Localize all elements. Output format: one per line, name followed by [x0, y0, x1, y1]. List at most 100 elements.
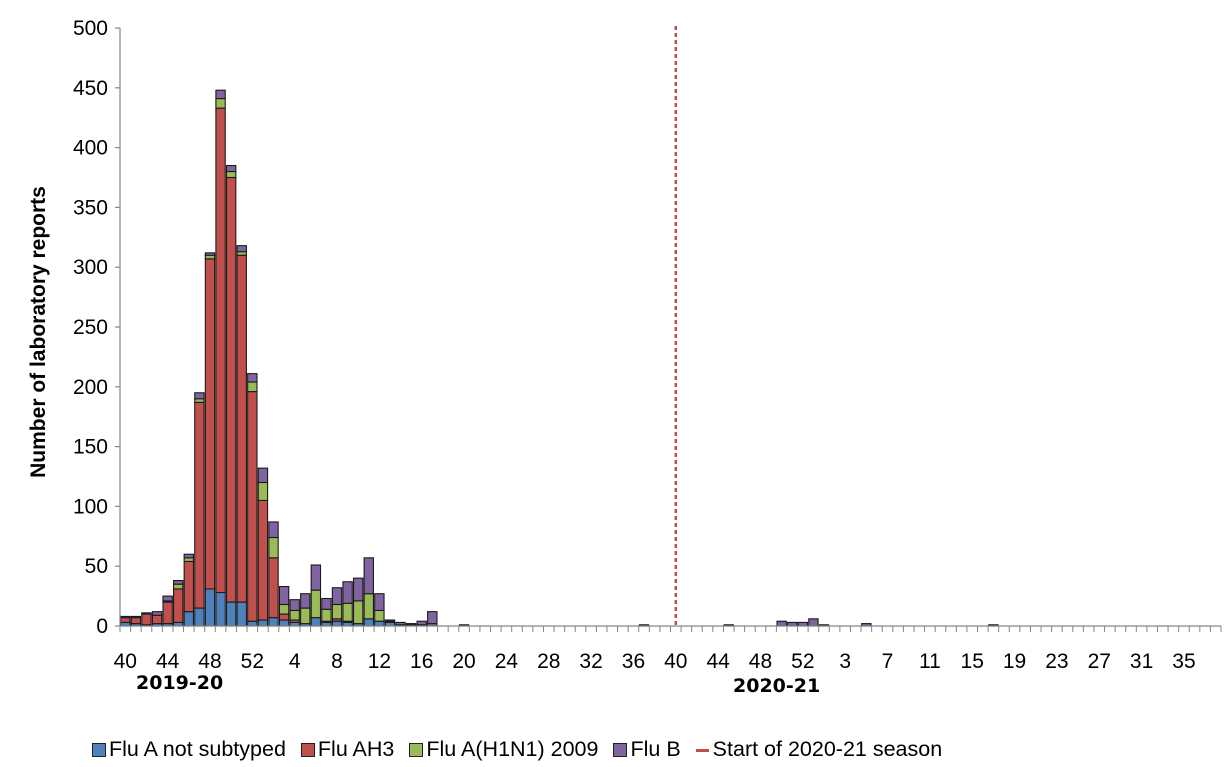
legend-line-swatch	[695, 743, 709, 757]
bar-segment-flu-a-not-subtyped	[363, 618, 375, 627]
legend: Flu A not subtyped Flu AH3 Flu A(H1N1) 2…	[92, 737, 957, 762]
legend-item-flu-a-not-subtyped: Flu A not subtyped	[92, 737, 286, 762]
x-tick-label: 3	[839, 650, 851, 673]
bar-segment-flu-b	[300, 593, 311, 609]
x-tick-label: 28	[537, 650, 560, 673]
bar-segment-flu-b	[352, 577, 364, 602]
season-label-2020-21: 2020-21	[733, 675, 821, 697]
legend-item-flu-b: Flu B	[613, 737, 681, 762]
bar-segment-flu-ah3	[194, 401, 205, 609]
bar-segment-flu-a-not-subtyped	[247, 620, 258, 627]
x-tick-label: 48	[198, 650, 221, 673]
bar-segment-flu-b	[363, 557, 375, 595]
legend-swatch	[300, 742, 315, 757]
x-tick-label: 19	[1003, 650, 1026, 673]
season-label-2019-20: 2019-20	[136, 672, 224, 694]
bar-segment-flu-a-h1n1-2009	[363, 593, 375, 620]
x-axis-ticks: 40 44 48 52 4 8 12 16 20 24 28 32 36 40 44 48 52 3 7 11 15 19…	[114, 626, 1222, 673]
bar-segment-flu-a-h1n1-2009	[278, 603, 290, 615]
bar-segment-flu-b	[331, 587, 343, 606]
x-tick-label: 11	[919, 650, 941, 673]
bar-segment-flu-a-h1n1-2009	[310, 589, 322, 619]
bar-segment-flu-a-not-subtyped	[268, 617, 279, 627]
bar-segment-flu-b	[130, 615, 142, 619]
bar-segment-flu-ah3	[225, 176, 237, 603]
bar-segment-flu-b	[268, 521, 279, 539]
bar-segment-flu-a-h1n1-2009	[342, 602, 353, 622]
bar-segment-flu-ah3	[183, 560, 195, 613]
bar-segment-flu-b	[215, 89, 226, 100]
y-axis-ticks: 0 50 100 150 200 250 300 350 400 450 500	[73, 17, 120, 638]
bar-segment-flu-ah3	[120, 617, 131, 623]
x-tick-label: 20	[452, 650, 475, 673]
bar-segment-flu-a-h1n1-2009	[225, 170, 237, 179]
bar-segment-flu-b	[247, 373, 258, 383]
bar-segment-flu-a-not-subtyped	[194, 607, 205, 627]
y-tick-label: 50	[85, 555, 108, 578]
x-tick-label: 44	[156, 650, 180, 673]
bar-segment-flu-ah3	[141, 613, 152, 626]
bar-segment-flu-a-h1n1-2009	[268, 536, 279, 559]
bar-segment-flu-a-not-subtyped	[331, 620, 343, 627]
bar-segment-flu-b	[321, 597, 332, 610]
bar-segment-flu-ah3	[236, 254, 247, 603]
bar-segment-flu-ah3	[162, 601, 173, 625]
bar-segment-flu-b	[151, 611, 163, 616]
bar-segment-flu-b	[141, 612, 152, 615]
x-tick-label: 27	[1088, 650, 1111, 673]
x-tick-label: 24	[495, 650, 519, 673]
bar-segment-flu-ah3	[268, 557, 279, 619]
bar-segment-flu-b	[194, 392, 205, 400]
bar-segment-flu-a-h1n1-2009	[289, 609, 300, 621]
y-tick-label: 200	[73, 376, 108, 399]
y-tick-label: 0	[96, 615, 108, 638]
x-tick-label: 16	[410, 650, 433, 673]
y-tick-label: 350	[73, 196, 108, 219]
bar-segment-flu-ah3	[151, 614, 163, 625]
y-tick-label: 150	[73, 436, 108, 459]
bar-segment-flu-b	[278, 585, 290, 606]
bar-segment-flu-b	[225, 164, 237, 173]
bar-segment-flu-a-not-subtyped	[278, 619, 290, 627]
legend-label: Flu A(H1N1) 2009	[426, 737, 599, 761]
bar-segment-flu-ah3	[247, 391, 258, 622]
x-tick-label: 15	[961, 650, 984, 673]
legend-item-flu-ah3: Flu AH3	[300, 737, 394, 762]
x-tick-label: 52	[791, 650, 814, 673]
bar-segment-flu-b	[257, 467, 269, 484]
bar-segment-flu-b	[395, 621, 406, 626]
bar-segment-flu-b	[162, 595, 173, 602]
x-tick-label: 40	[114, 650, 137, 673]
bar-segment-flu-ah3	[173, 588, 184, 623]
y-tick-label: 250	[73, 316, 108, 339]
legend-label: Flu A not subtyped	[109, 737, 286, 761]
legend-swatch	[92, 742, 106, 757]
bar-segment-flu-a-h1n1-2009	[374, 609, 385, 622]
y-tick-label: 400	[73, 137, 108, 160]
bar-segment-flu-a-h1n1-2009	[173, 583, 184, 590]
axes	[119, 28, 1221, 627]
x-tick-label: 40	[664, 650, 687, 673]
y-tick-label: 300	[73, 256, 108, 279]
x-tick-label: 23	[1045, 650, 1068, 673]
bar-segment-flu-b	[427, 611, 438, 625]
x-tick-label: 31	[1130, 650, 1153, 673]
bar-segment-flu-a-h1n1-2009	[352, 600, 364, 625]
bar-segment-flu-a-h1n1-2009	[331, 603, 343, 620]
bar-segment-flu-a-not-subtyped	[183, 611, 195, 627]
legend-swatch	[409, 742, 424, 757]
bar-segment-flu-b	[808, 618, 819, 627]
bar-segment-flu-b	[289, 599, 300, 612]
bar-segment-flu-b	[374, 593, 385, 612]
bar-segment-flu-a-h1n1-2009	[247, 381, 258, 393]
bar-segment-flu-b	[416, 620, 427, 626]
bar-segment-flu-b	[120, 615, 131, 619]
bar-segment-flu-b	[236, 245, 247, 253]
bar-segment-flu-b	[384, 619, 396, 622]
x-tick-label: 32	[579, 650, 602, 673]
bar-segment-flu-a-h1n1-2009	[300, 607, 311, 625]
y-tick-label: 100	[73, 495, 108, 518]
bar-segment-flu-a-not-subtyped	[236, 601, 247, 627]
bar-segment-flu-a-h1n1-2009	[215, 98, 226, 109]
